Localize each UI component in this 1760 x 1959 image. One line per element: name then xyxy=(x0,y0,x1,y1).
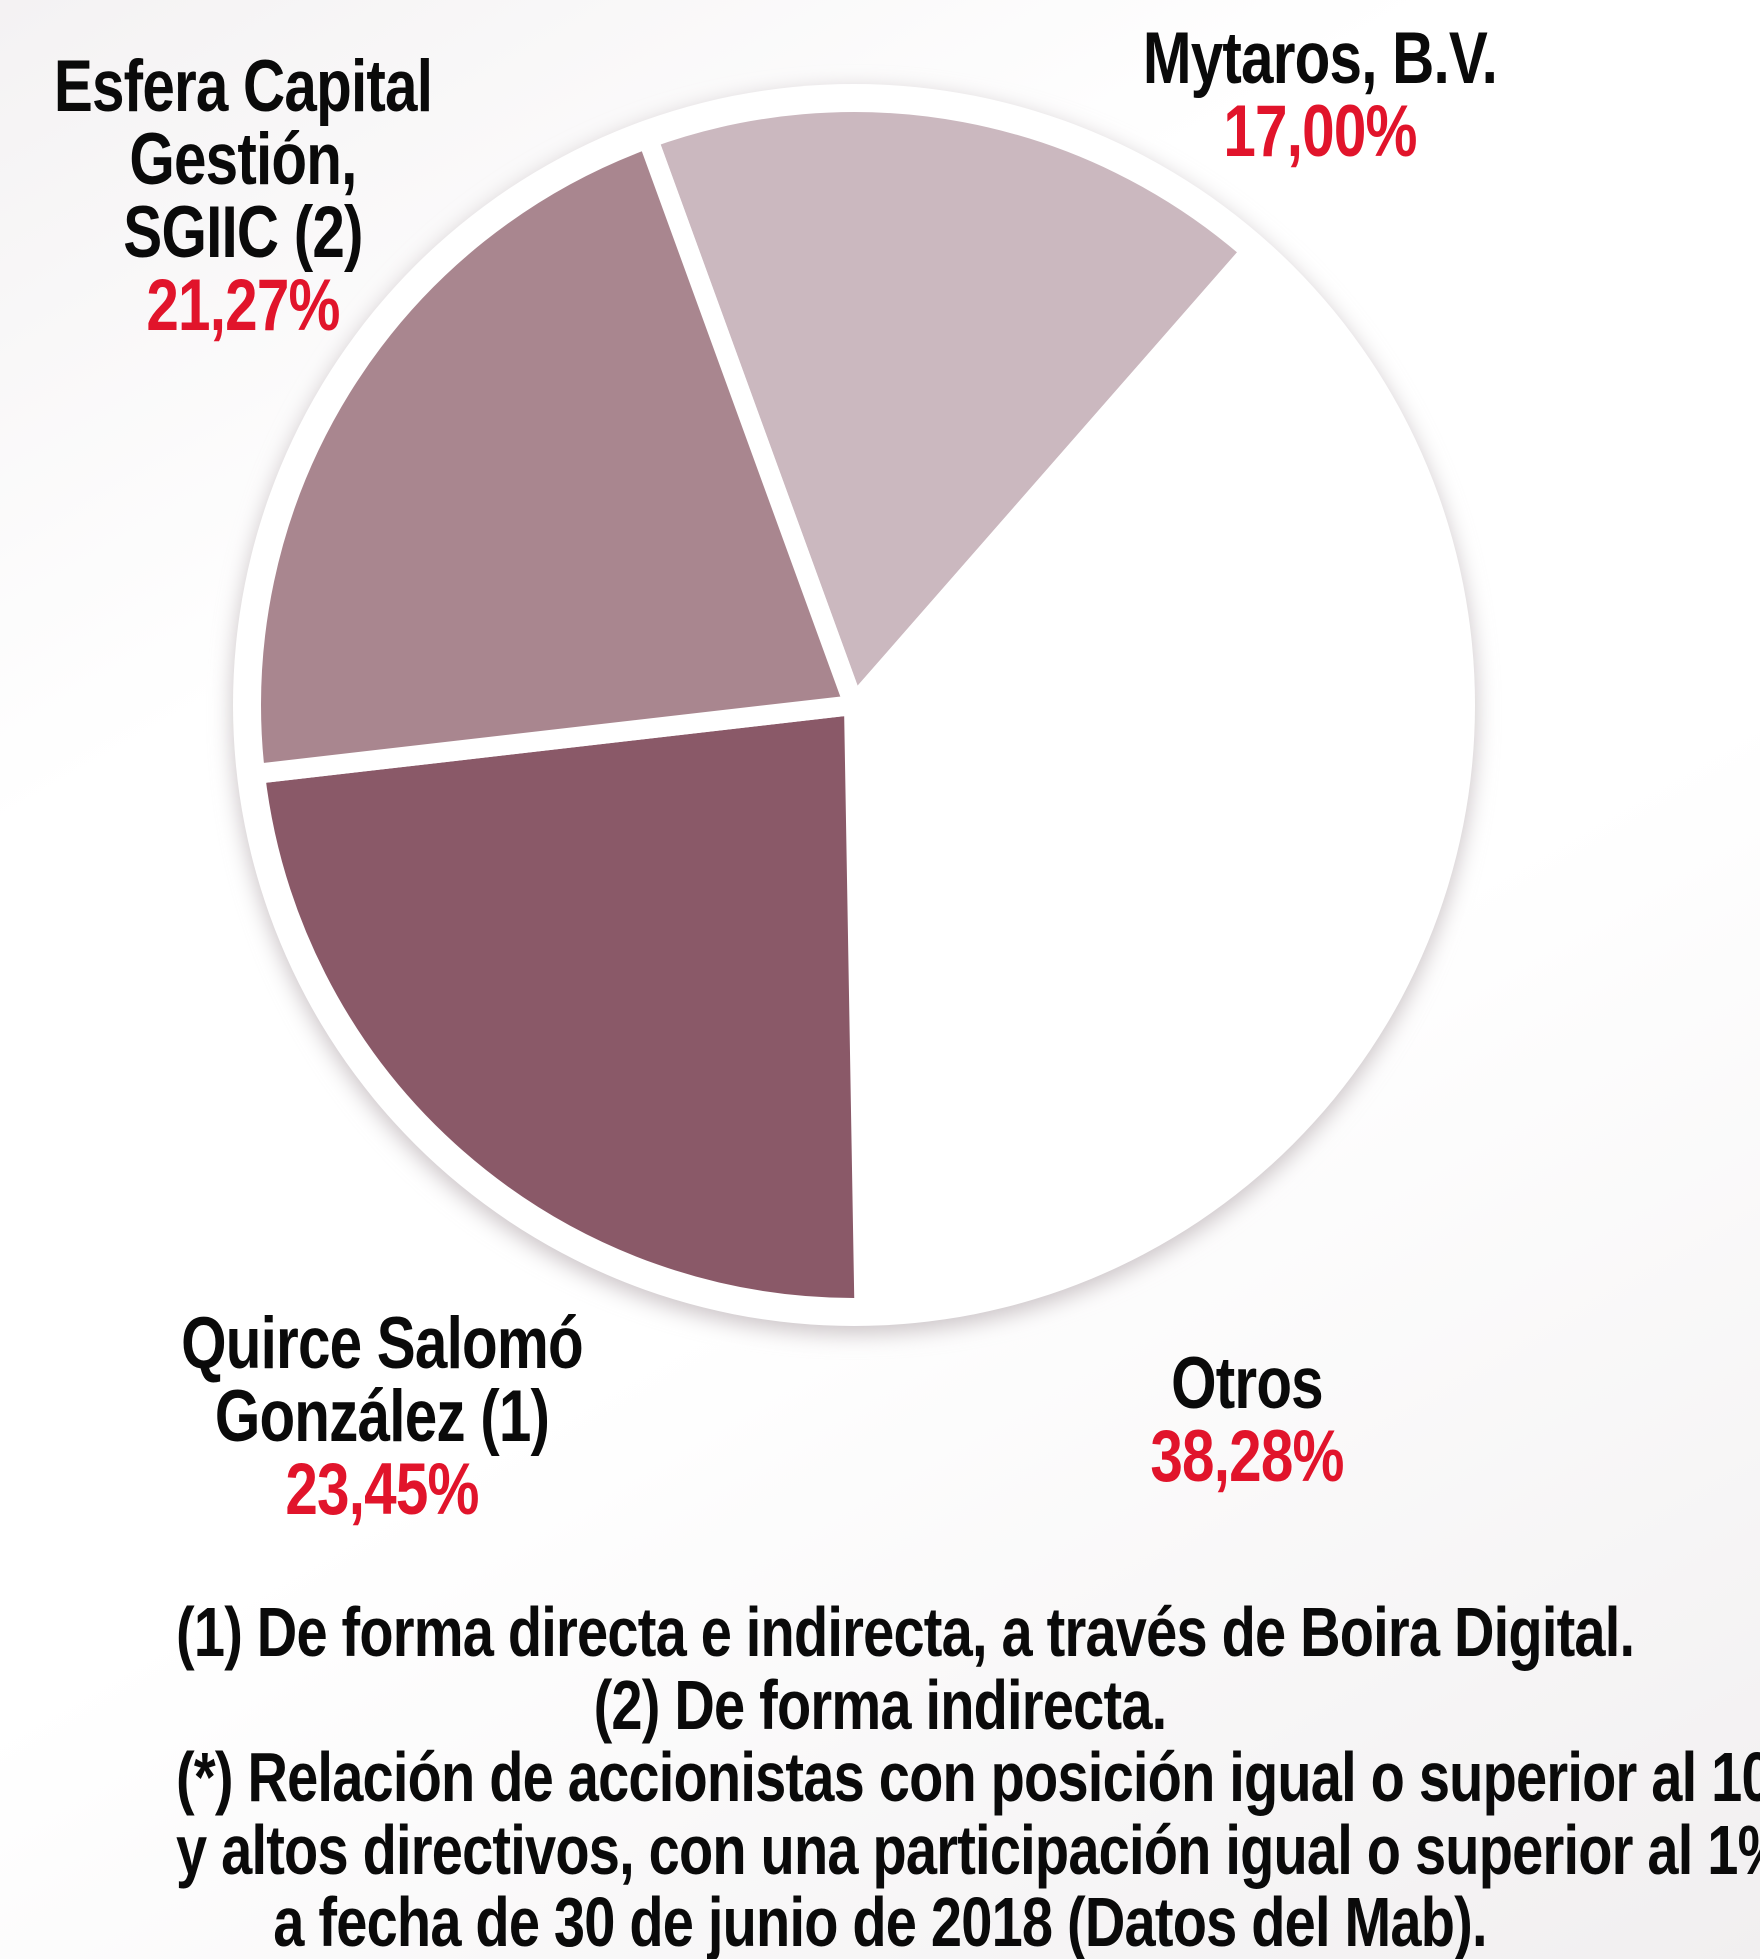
footnotes: (1) De forma directa e indirecta, a trav… xyxy=(0,1596,1760,1959)
label-otros-line: Otros xyxy=(1171,1343,1324,1424)
label-quirce-line: González (1) xyxy=(214,1376,550,1457)
label-esfera-line: SGIIC (2) xyxy=(123,192,363,273)
label-quirce: Quirce Salomó González (1) 23,45% xyxy=(82,1307,682,1526)
footnote-line: y altos directivos, con una participació… xyxy=(176,1810,1760,1889)
pie-slice-esfera xyxy=(241,125,868,786)
label-mytaros-percent: 17,00% xyxy=(1223,91,1417,172)
label-esfera: Esfera Capital Gestión, SGIIC (2) 21,27% xyxy=(0,50,543,342)
label-mytaros-line: Mytaros, B.V. xyxy=(1142,18,1498,99)
label-esfera-line: Gestión, xyxy=(129,119,357,200)
pie-slice-quirce xyxy=(243,693,875,1318)
label-otros-percent: 38,28% xyxy=(1150,1416,1344,1497)
label-mytaros: Mytaros, B.V. 17,00% xyxy=(1020,22,1620,168)
footnote-line: (*) Relación de accionistas con posición… xyxy=(176,1738,1760,1816)
pie-slices xyxy=(241,92,1467,1319)
label-quirce-percent: 23,45% xyxy=(285,1449,479,1530)
pie-slice-otros xyxy=(843,237,1467,1319)
footnote-line: (2) De forma indirecta. xyxy=(593,1665,1168,1744)
label-esfera-percent: 21,27% xyxy=(146,265,340,346)
footnote-line: (1) De forma directa e indirecta, a trav… xyxy=(176,1593,1635,1671)
label-esfera-line: Esfera Capital xyxy=(53,46,433,127)
footnote-line: a fecha de 30 de junio de 2018 (Datos de… xyxy=(273,1883,1487,1959)
pie-slice-mytaros xyxy=(634,92,1266,725)
label-otros: Otros 38,28% xyxy=(947,1347,1547,1493)
label-quirce-line: Quirce Salomó xyxy=(181,1303,584,1384)
